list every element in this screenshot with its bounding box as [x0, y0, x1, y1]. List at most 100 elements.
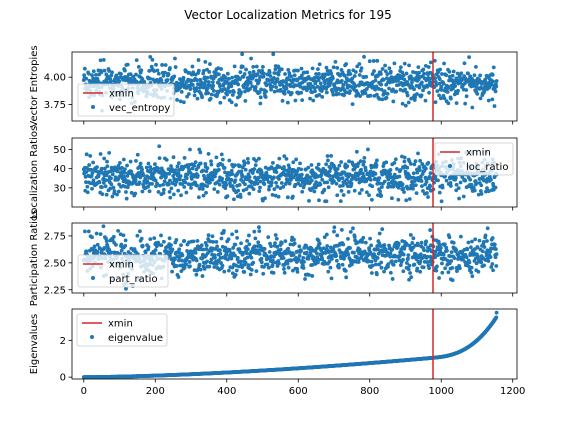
data-point	[363, 168, 368, 173]
data-point	[329, 153, 334, 158]
data-point	[238, 259, 243, 264]
data-point	[299, 66, 304, 71]
data-point	[484, 180, 489, 184]
data-point	[177, 255, 182, 260]
data-point	[190, 64, 195, 69]
data-point	[219, 152, 224, 157]
data-point	[163, 63, 168, 67]
data-point	[414, 84, 419, 88]
data-point	[203, 176, 207, 181]
data-point	[494, 310, 499, 315]
data-point	[334, 258, 339, 263]
data-point	[361, 235, 366, 240]
data-point	[377, 176, 382, 181]
data-point	[314, 180, 319, 185]
data-point	[276, 72, 281, 77]
y-tick-label: 3.75	[44, 100, 66, 111]
data-point	[344, 62, 349, 66]
data-point	[247, 242, 252, 247]
data-point	[482, 89, 487, 93]
data-point	[240, 64, 245, 69]
data-point	[390, 247, 395, 252]
data-point	[273, 233, 278, 237]
data-point	[115, 192, 119, 197]
data-point	[316, 78, 321, 83]
data-point	[222, 165, 227, 170]
data-point	[353, 84, 358, 89]
data-point	[274, 180, 278, 185]
data-point	[262, 182, 267, 186]
data-point	[479, 189, 483, 193]
data-point	[454, 182, 459, 187]
data-point	[421, 265, 426, 270]
legend-label-xmin: xmin	[109, 89, 134, 100]
data-point	[94, 231, 99, 236]
data-point	[314, 72, 319, 76]
data-point	[277, 165, 282, 169]
data-point	[403, 103, 408, 108]
data-point	[140, 77, 145, 81]
data-point	[278, 186, 283, 191]
data-point	[420, 80, 424, 85]
data-point	[370, 72, 375, 76]
data-point	[139, 68, 144, 73]
data-point	[413, 95, 418, 99]
data-point	[444, 73, 449, 78]
data-point	[137, 180, 142, 185]
legend-box	[434, 142, 514, 176]
data-point	[289, 172, 294, 177]
data-point	[481, 240, 486, 244]
data-point	[282, 270, 287, 275]
data-point	[234, 263, 238, 268]
data-point	[222, 248, 227, 253]
data-point	[253, 85, 258, 89]
data-point	[209, 159, 213, 164]
data-point	[493, 255, 498, 260]
data-point	[134, 58, 139, 63]
data-point	[324, 65, 329, 70]
data-point	[461, 194, 466, 199]
data-point	[306, 256, 311, 261]
data-point	[192, 93, 197, 98]
data-point	[243, 89, 247, 94]
data-point	[458, 180, 463, 185]
data-point	[374, 92, 379, 97]
data-point	[325, 244, 330, 248]
data-point	[98, 152, 103, 156]
data-point	[194, 258, 199, 263]
data-point	[387, 66, 392, 71]
data-point	[225, 194, 230, 199]
data-point	[230, 75, 235, 80]
data-point	[91, 178, 96, 183]
data-point	[159, 243, 164, 248]
axes-frame	[71, 308, 518, 380]
data-point	[195, 78, 200, 83]
data-point	[339, 188, 344, 193]
data-point	[440, 270, 445, 275]
data-point	[116, 189, 121, 194]
data-point	[320, 257, 325, 262]
data-point	[443, 266, 448, 271]
data-point	[415, 266, 420, 271]
data-point	[229, 168, 234, 173]
data-point	[105, 164, 110, 169]
data-point	[180, 182, 184, 187]
data-point	[348, 229, 353, 234]
data-point	[208, 260, 213, 265]
data-point	[201, 168, 206, 173]
data-point	[248, 80, 253, 85]
data-point	[146, 245, 151, 249]
data-point	[408, 233, 413, 237]
data-point	[372, 69, 376, 73]
data-point	[336, 262, 341, 267]
data-point	[388, 175, 393, 180]
data-point	[152, 69, 157, 73]
data-point	[426, 65, 431, 69]
data-point	[223, 170, 227, 175]
data-point	[445, 90, 450, 94]
data-point	[318, 182, 323, 187]
data-point	[408, 186, 413, 191]
